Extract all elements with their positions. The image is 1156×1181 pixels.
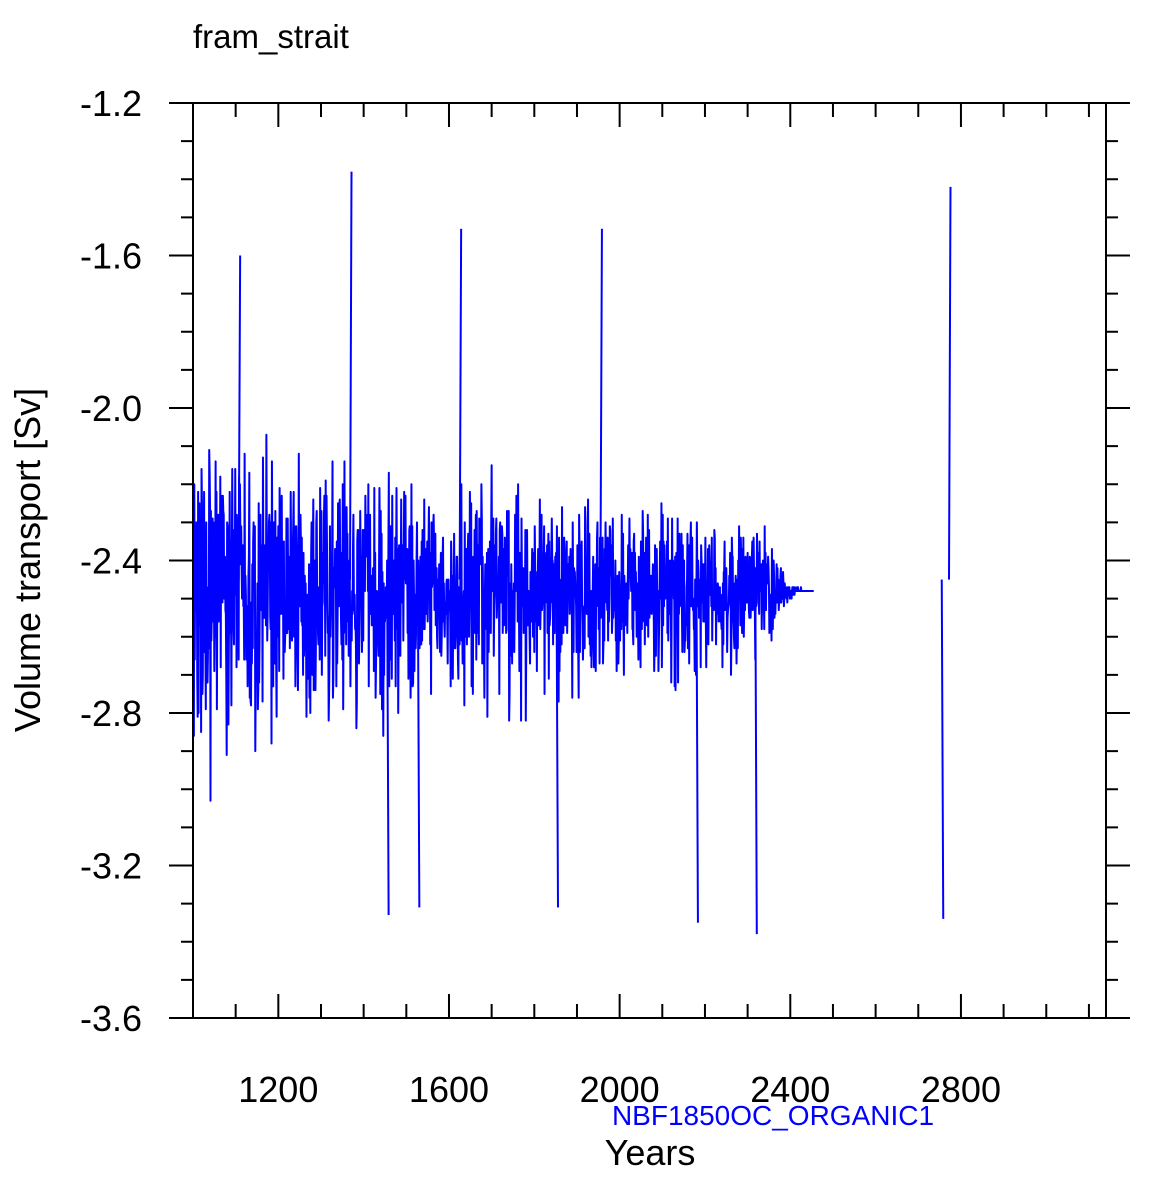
x-tick-label: 1200 [238,1069,318,1110]
series-line [192,433,815,802]
x-tick-label: 1600 [409,1069,489,1110]
y-tick-label: -2.4 [80,541,142,582]
x-tick-label: 2000 [580,1069,660,1110]
y-tick-label: -2.0 [80,388,142,429]
chart-title: fram_strait [193,18,349,55]
series-spike [416,579,421,908]
series-spike [754,579,758,935]
x-tick-label: 2800 [921,1069,1001,1110]
x-axis-ticks: 1200 1600 2000 2400 2800 [192,103,1090,1110]
series-spike [555,579,559,908]
y-tick-label: -1.6 [80,236,142,277]
y-tick-label: -2.8 [80,693,142,734]
series-layer [192,171,952,935]
x-tick-label: 2400 [750,1069,830,1110]
series-spike [695,579,699,923]
series-spike [458,228,463,580]
series-spike [237,255,242,580]
y-tick-label: -3.2 [80,846,142,887]
series-spike [947,186,952,580]
y-tick-label: -3.6 [80,998,142,1039]
plot-frame [192,102,1107,1019]
y-axis-ticks: -1.2 -1.6 -2.0 -2.4 -2.8 -3.2 -3.6 [80,83,1130,1039]
y-tick-label: -1.2 [80,83,142,124]
series-spike [386,579,390,916]
series-spike [349,171,353,580]
run-label: NBF1850OC_ORGANIC1 [612,1100,934,1131]
series-spike [940,579,945,919]
y-axis-label: Volume transport [Sv] [7,388,48,732]
series-spike [599,228,603,580]
x-axis-label: Years [605,1132,696,1173]
